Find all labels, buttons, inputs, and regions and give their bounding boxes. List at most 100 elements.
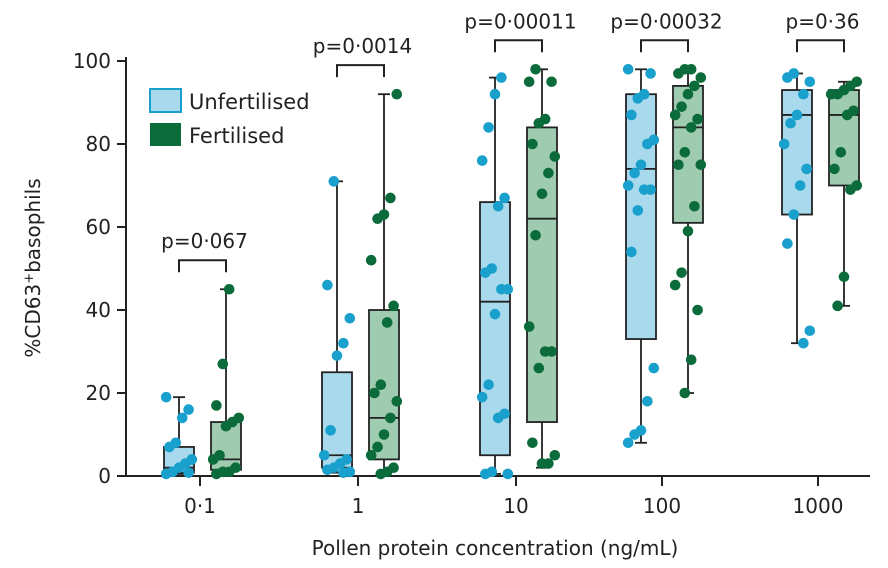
point-unfertilised-0-10	[183, 467, 194, 478]
point-fertilised-1-12	[372, 441, 383, 453]
point-fertilised-2-15	[549, 449, 561, 461]
comparison-0: p=0·067	[161, 229, 248, 273]
point-unfertilised-0-0	[160, 391, 172, 403]
comparison-bracket	[178, 259, 227, 273]
point-fertilised-3-18	[685, 354, 697, 366]
comparison-bracket	[796, 39, 845, 53]
point-fertilised-3-2	[673, 68, 684, 79]
point-unfertilised-1-4	[331, 350, 343, 361]
x-tick-label-3: 100	[643, 494, 681, 518]
point-fertilised-2-9	[530, 230, 541, 241]
point-fertilised-2-10	[523, 321, 535, 332]
point-fertilised-4-10	[845, 184, 856, 195]
point-unfertilised-1-6	[318, 449, 330, 461]
point-unfertilised-3-8	[629, 167, 640, 179]
point-fertilised-1-4	[365, 254, 377, 266]
point-unfertilised-2-14	[492, 412, 504, 424]
point-unfertilised-3-6	[642, 138, 653, 150]
point-unfertilised-3-7	[635, 159, 647, 171]
legend-swatch-unfertilised	[149, 88, 182, 113]
point-fertilised-3-6	[676, 101, 687, 112]
point-fertilised-2-8	[536, 188, 548, 200]
box-iqr	[781, 89, 813, 216]
p-value-label: p=0·00032	[610, 9, 722, 33]
legend: Unfertilised Fertilised	[149, 88, 310, 148]
point-unfertilised-4-5	[785, 117, 796, 129]
point-unfertilised-1-0	[328, 176, 340, 187]
point-fertilised-2-7	[543, 167, 554, 179]
p-value-label: p=0·067	[161, 229, 248, 253]
point-unfertilised-0-2	[176, 412, 188, 424]
x-tick-label-2: 10	[503, 494, 528, 518]
point-unfertilised-4-4	[791, 109, 803, 121]
point-fertilised-1-9	[391, 396, 403, 407]
point-fertilised-3-17	[692, 304, 703, 316]
point-fertilised-1-3	[372, 213, 383, 224]
axes: 0 20 40 60 80 100 0·1 1 10 100 1000	[73, 49, 870, 518]
point-fertilised-3-16	[669, 279, 681, 291]
comparison-2: p=0·00011	[464, 9, 577, 53]
point-unfertilised-2-2	[483, 122, 494, 133]
x-axis-title: Pollen protein concentration (ng/mL)	[312, 536, 679, 560]
point-unfertilised-2-12	[476, 391, 488, 403]
point-unfertilised-0-9	[160, 468, 172, 480]
point-unfertilised-4-10	[782, 238, 793, 249]
point-unfertilised-4-3	[798, 88, 809, 100]
point-fertilised-1-13	[365, 449, 377, 461]
box-iqr	[625, 93, 657, 340]
point-fertilised-0-11	[211, 468, 222, 480]
legend-label-fertilised: Fertilised	[189, 124, 284, 148]
point-unfertilised-2-3	[476, 155, 488, 166]
x-tick-label-4: 1000	[793, 494, 844, 518]
point-unfertilised-3-13	[626, 246, 637, 258]
point-unfertilised-4-9	[788, 209, 800, 220]
point-fertilised-4-8	[829, 163, 840, 175]
point-unfertilised-4-2	[804, 76, 816, 88]
point-unfertilised-3-17	[629, 429, 640, 440]
comparison-bracket	[336, 64, 385, 78]
x-tick-label-1: 1	[352, 494, 365, 518]
point-fertilised-1-6	[381, 317, 393, 328]
point-unfertilised-4-6	[778, 138, 790, 150]
point-fertilised-3-15	[676, 267, 687, 278]
point-fertilised-1-0	[391, 88, 403, 100]
point-fertilised-0-7	[207, 454, 219, 465]
point-unfertilised-2-0	[496, 72, 507, 83]
point-unfertilised-2-16	[480, 468, 491, 480]
point-fertilised-0-1	[217, 358, 229, 370]
point-fertilised-2-1	[523, 76, 535, 88]
point-fertilised-3-8	[692, 113, 703, 125]
point-fertilised-2-14	[527, 437, 538, 449]
point-unfertilised-4-8	[794, 180, 806, 191]
point-fertilised-2-2	[546, 76, 557, 88]
comparison-3: p=0·00032	[610, 9, 723, 53]
point-fertilised-3-19	[679, 387, 691, 399]
point-fertilised-3-14	[682, 225, 694, 237]
point-unfertilised-3-11	[638, 184, 650, 195]
point-fertilised-2-13	[533, 362, 545, 374]
point-fertilised-3-13	[689, 200, 700, 212]
point-unfertilised-1-5	[325, 425, 336, 436]
point-unfertilised-4-12	[798, 337, 809, 349]
point-fertilised-4-4	[825, 88, 837, 100]
point-unfertilised-1-2	[344, 313, 356, 324]
data-points	[160, 64, 863, 480]
point-fertilised-0-2	[211, 400, 222, 411]
y-tick-label-40: 40	[86, 298, 111, 322]
legend-label-unfertilised: Unfertilised	[189, 90, 310, 114]
point-unfertilised-2-1	[489, 88, 501, 100]
point-fertilised-2-6	[549, 151, 561, 162]
point-fertilised-3-9	[685, 122, 697, 133]
point-fertilised-2-0	[530, 64, 541, 75]
point-unfertilised-1-12	[338, 467, 349, 478]
point-unfertilised-3-9	[622, 180, 634, 191]
point-fertilised-3-12	[695, 159, 707, 171]
legend-swatch-fertilised	[150, 123, 181, 146]
point-unfertilised-1-1	[322, 279, 333, 291]
comparison-bracket	[640, 39, 689, 53]
point-fertilised-1-5	[388, 300, 399, 312]
point-unfertilised-3-15	[642, 396, 653, 407]
point-fertilised-4-6	[841, 109, 853, 121]
point-fertilised-2-17	[536, 458, 548, 469]
